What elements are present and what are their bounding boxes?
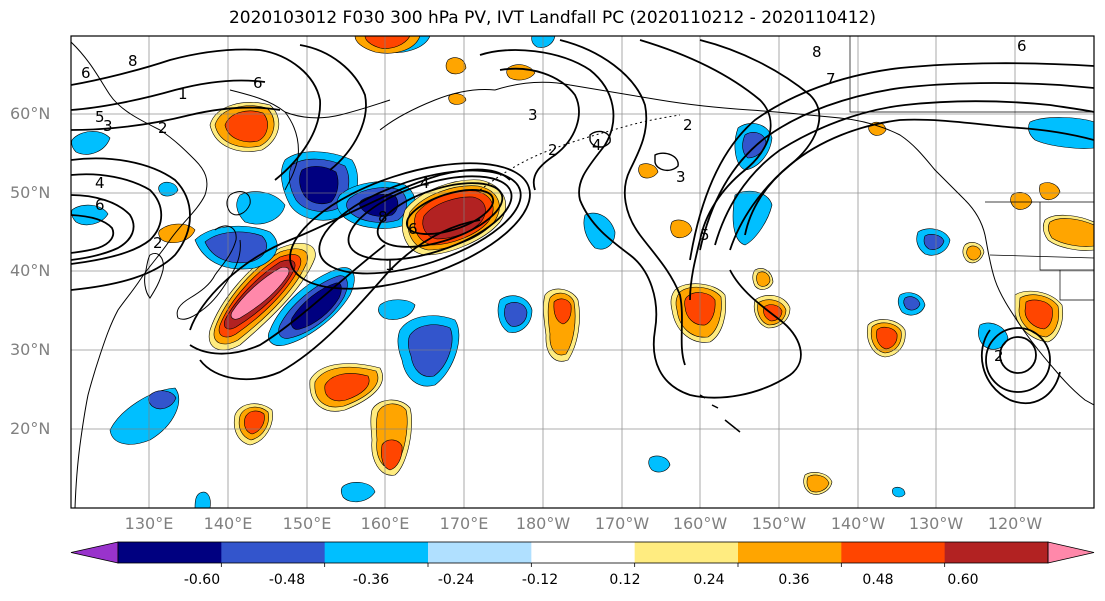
contour-label: 4 bbox=[420, 174, 430, 192]
lat-label-40: 40°N bbox=[10, 261, 51, 280]
contour-label: 4 bbox=[95, 174, 105, 192]
colorbar-segment bbox=[324, 542, 429, 563]
contour-labels: 8 6 6 5 3 2 4 6 2 4 8 3 6 2 4 2 3 5 8 7 … bbox=[81, 37, 1027, 365]
colorbar-tick-label: -0.24 bbox=[437, 572, 475, 588]
contour-label: 4 bbox=[592, 136, 602, 154]
contour-label: 3 bbox=[676, 168, 686, 186]
contour-label: 6 bbox=[81, 64, 91, 82]
lat-label-60: 60°N bbox=[10, 104, 51, 123]
colorbar-segment bbox=[841, 542, 946, 563]
colorbar-segment bbox=[221, 542, 326, 563]
lat-label-30: 30°N bbox=[10, 340, 51, 359]
colorbar-tick-label: -0.60 bbox=[183, 572, 221, 588]
lon-label-130e: 130°E bbox=[124, 514, 174, 533]
colorbar-tick-label: 0.60 bbox=[947, 572, 979, 588]
map-title: 2020103012 F030 300 hPa PV, IVT Landfall… bbox=[228, 8, 876, 28]
graticule bbox=[71, 36, 1094, 508]
contour-label: 1 bbox=[385, 256, 395, 274]
contour-label: 8 bbox=[128, 52, 138, 70]
coastlines bbox=[71, 36, 1094, 508]
colorbar-tick-label: 0.24 bbox=[693, 572, 725, 588]
contour-label: 3 bbox=[103, 117, 113, 135]
contour-label: 2 bbox=[994, 347, 1004, 365]
lon-label-140e: 140°E bbox=[203, 514, 253, 533]
contour-label: 5 bbox=[700, 226, 710, 244]
colorbar-tick-label: 0.36 bbox=[778, 572, 810, 588]
colorbar-segment bbox=[944, 542, 1049, 563]
colorbar-tick-label: -0.48 bbox=[268, 572, 306, 588]
colorbar-tick-label: 0.48 bbox=[862, 572, 894, 588]
colorbar-tick-label: -0.36 bbox=[352, 572, 390, 588]
colorbar-tick-label: -0.12 bbox=[521, 572, 559, 588]
colorbar-segment bbox=[531, 542, 636, 563]
lon-label-150w: 150°W bbox=[751, 514, 807, 533]
colorbar-extend-max bbox=[1047, 541, 1095, 564]
colorbar bbox=[70, 541, 1095, 567]
map-frame bbox=[70, 35, 1095, 509]
contour-label: 2 bbox=[158, 119, 168, 137]
lon-label-150e: 150°E bbox=[282, 514, 332, 533]
contour-label: 5 bbox=[95, 108, 105, 126]
lon-label-170w: 170°W bbox=[594, 514, 650, 533]
colorbar-frame bbox=[117, 541, 1049, 564]
lon-label-180w: 180°W bbox=[515, 514, 571, 533]
contour-label: 6 bbox=[253, 74, 263, 92]
contour-label: 6 bbox=[408, 220, 418, 238]
contour-label: 2 bbox=[153, 234, 163, 252]
colorbar-segment bbox=[428, 542, 532, 563]
lat-label-20: 20°N bbox=[10, 419, 51, 438]
lon-label-160e: 160°E bbox=[360, 514, 410, 533]
colorbar-extend-min bbox=[70, 541, 119, 564]
lat-label-50: 50°N bbox=[10, 183, 51, 202]
pv-shading bbox=[71, 36, 1094, 508]
colorbar-tick-label: 0.12 bbox=[609, 572, 641, 588]
contour-label: 7 bbox=[826, 70, 836, 88]
contour-label: 6 bbox=[1017, 37, 1027, 55]
colorbar-segment bbox=[634, 542, 739, 563]
ivt-contours bbox=[71, 39, 1094, 405]
contour-label: 8 bbox=[812, 43, 822, 61]
lon-label-130w: 130°W bbox=[908, 514, 964, 533]
contour-label: 8 bbox=[378, 208, 388, 226]
lon-label-160w: 160°W bbox=[672, 514, 728, 533]
colorbar-segment bbox=[738, 542, 842, 563]
lon-label-120w: 120°W bbox=[987, 514, 1043, 533]
lon-label-140w: 140°W bbox=[830, 514, 886, 533]
contour-label: 3 bbox=[528, 106, 538, 124]
contour-label: 1 bbox=[178, 85, 188, 103]
contour-label: 2 bbox=[683, 116, 693, 134]
lon-label-170e: 170°E bbox=[439, 514, 489, 533]
contour-label: 6 bbox=[95, 196, 105, 214]
contour-label: 2 bbox=[548, 141, 558, 159]
colorbar-segment bbox=[118, 542, 222, 563]
